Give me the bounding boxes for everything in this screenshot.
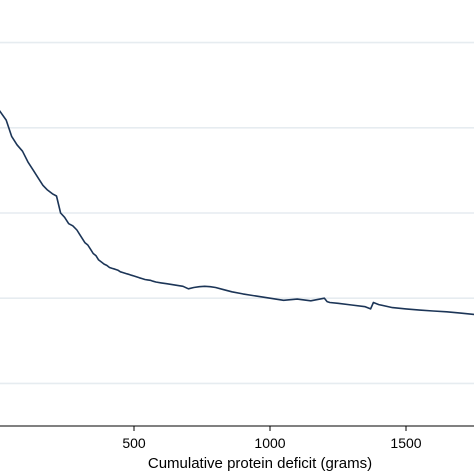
- x-axis-label: Cumulative protein deficit (grams): [148, 455, 372, 472]
- series-layer: [0, 110, 474, 316]
- x-tick-label: 500: [122, 435, 146, 451]
- gridlines: [0, 41, 474, 385]
- x-tick-label: 1000: [254, 435, 285, 451]
- series-line: [0, 110, 474, 316]
- x-axis-ticks: 500 1000 1500: [122, 426, 422, 451]
- x-tick-label: 1500: [390, 435, 421, 451]
